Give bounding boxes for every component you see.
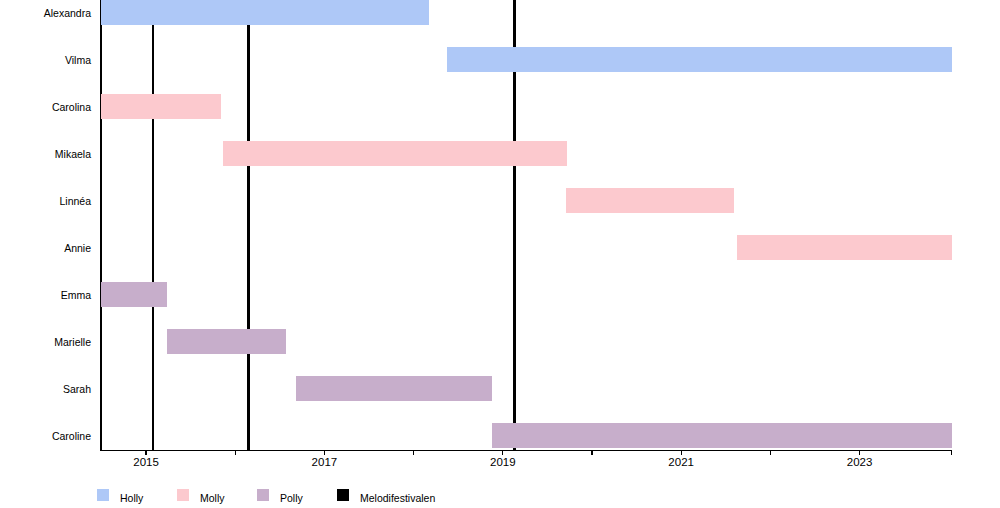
- member-bar: [737, 235, 952, 260]
- x-axis-line: [100, 450, 953, 451]
- x-axis-tick: [145, 451, 146, 456]
- legend-swatch-molly: [177, 489, 189, 501]
- member-name: Linnéa: [0, 194, 91, 208]
- member-bar: [101, 0, 429, 25]
- member-name: Emma: [0, 288, 91, 302]
- x-axis-tick: [770, 451, 771, 456]
- x-axis-tick-label: 2019: [490, 456, 516, 468]
- legend-label: Polly: [280, 492, 303, 504]
- member-name: Vilma: [0, 53, 91, 67]
- legend-label: Molly: [200, 492, 225, 504]
- melodifestivalen-line: [152, 0, 155, 450]
- x-axis-tick-label: 2021: [668, 456, 694, 468]
- x-axis-tick: [235, 451, 236, 456]
- member-bar: [101, 94, 221, 119]
- member-name: Carolina: [0, 100, 91, 114]
- legend-swatch-melodifestivalen: [337, 489, 349, 501]
- member-name: Mikaela: [0, 147, 91, 161]
- x-axis-tick: [324, 451, 325, 456]
- x-axis-tick-label: 2017: [312, 456, 338, 468]
- x-axis-tick-label: 2015: [133, 456, 159, 468]
- x-axis-tick: [681, 451, 682, 456]
- member-bar: [167, 329, 287, 354]
- member-bar: [296, 376, 492, 401]
- x-axis-end-tick: [951, 451, 952, 456]
- member-name: Alexandra: [0, 6, 91, 20]
- x-axis-tick-label: 2023: [847, 456, 873, 468]
- x-axis-tick: [859, 451, 860, 456]
- y-axis-line: [100, 0, 102, 450]
- member-bar: [566, 188, 734, 213]
- legend-swatch-holly: [97, 489, 109, 501]
- legend-label: Holly: [120, 492, 143, 504]
- member-bar: [447, 47, 952, 72]
- x-axis-tick: [413, 451, 414, 456]
- melodifestivalen-line: [247, 0, 250, 450]
- member-bar: [492, 423, 952, 448]
- member-name: Annie: [0, 241, 91, 255]
- x-axis-tick: [502, 451, 503, 456]
- member-bar: [223, 141, 567, 166]
- member-bar: [101, 282, 167, 307]
- member-name: Caroline: [0, 429, 91, 443]
- member-name: Marielle: [0, 335, 91, 349]
- member-timeline-chart: Alexandra Vilma Carolina Mikaela Linnéa Annie…: [0, 0, 1000, 508]
- x-axis-tick: [591, 451, 592, 456]
- legend-swatch-polly: [257, 489, 269, 501]
- legend-label: Melodifestivalen: [360, 492, 435, 504]
- member-name: Sarah: [0, 382, 91, 396]
